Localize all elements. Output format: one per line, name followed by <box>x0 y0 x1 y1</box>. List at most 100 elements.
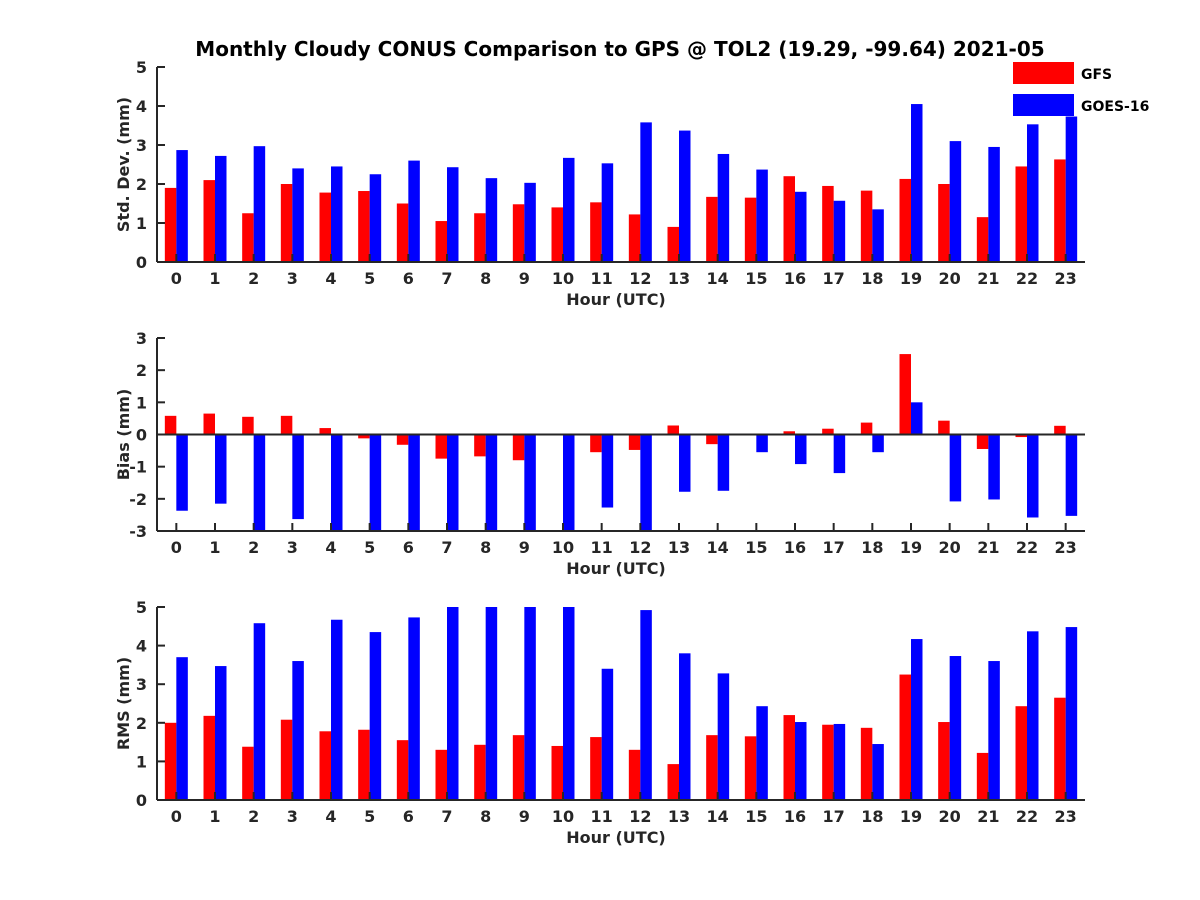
bias-bar-gfs-hour-19 <box>899 354 911 435</box>
bias-x-tick-label: 11 <box>591 538 613 557</box>
bias-bar-gfs-hour-5 <box>358 434 370 439</box>
bias-x-tick-label: 10 <box>552 538 574 557</box>
std-dev-bar-goes16-hour-16 <box>795 191 807 262</box>
rms-bar-gfs-hour-23 <box>1054 697 1066 800</box>
std-dev-x-tick-label: 4 <box>325 269 336 288</box>
bias-x-tick-label: 2 <box>248 538 259 557</box>
std-dev-x-tick-label: 15 <box>745 269 767 288</box>
std-dev-x-tick-label: 21 <box>977 269 999 288</box>
rms-bar-gfs-hour-11 <box>590 737 602 800</box>
bias-x-tick-label: 7 <box>441 538 452 557</box>
bias-x-tick-label: 22 <box>1016 538 1038 557</box>
rms-bar-goes16-hour-12 <box>640 610 652 800</box>
rms-bar-gfs-hour-5 <box>358 729 370 800</box>
bias-y-tick-label: -3 <box>129 522 147 541</box>
rms-bar-goes16-hour-22 <box>1027 631 1039 800</box>
rms-bar-gfs-hour-16 <box>783 715 795 800</box>
std-dev-x-tick-label: 11 <box>591 269 613 288</box>
bias-x-tick-label: 6 <box>403 538 414 557</box>
bias-x-tick-label: 9 <box>519 538 530 557</box>
bias-bar-goes16-hour-18 <box>872 434 884 453</box>
std-dev-bar-goes16-hour-21 <box>988 146 1000 262</box>
bias-y-tick-label: 1 <box>136 393 147 412</box>
rms-bar-gfs-hour-21 <box>976 752 989 800</box>
std-dev-bar-gfs-hour-21 <box>976 217 989 262</box>
rms-y-tick-label: 3 <box>136 675 147 694</box>
legend: GFS GOES-16 <box>1013 62 1149 116</box>
bias-bar-gfs-hour-3 <box>280 415 293 435</box>
std-dev-bar-gfs-hour-19 <box>899 178 911 262</box>
bias-bar-gfs-hour-23 <box>1054 425 1066 435</box>
rms-bar-gfs-hour-14 <box>706 735 718 800</box>
std-dev-bar-goes16-hour-15 <box>756 169 768 262</box>
std-dev-bar-gfs-hour-18 <box>860 190 873 262</box>
std-dev-bar-gfs-hour-15 <box>744 197 757 262</box>
std-dev-bar-goes16-hour-4 <box>331 166 343 262</box>
std-dev-y-tick-label: 2 <box>136 175 147 194</box>
bias-y-tick-label: -1 <box>129 458 147 477</box>
bias-y-tick-label: 0 <box>136 426 147 445</box>
std-dev-y-tick-label: 4 <box>136 97 147 116</box>
std-dev-bar-goes16-hour-13 <box>679 130 691 262</box>
std-dev-y-axis-label: Std. Dev. (mm) <box>114 97 133 232</box>
bias-x-tick-label: 3 <box>287 538 298 557</box>
std-dev-x-tick-label: 22 <box>1016 269 1038 288</box>
bias-bar-gfs-hour-9 <box>512 434 525 461</box>
bias-bar-gfs-hour-2 <box>242 416 254 435</box>
bias-bar-goes16-hour-21 <box>988 434 1000 500</box>
bias-bar-gfs-hour-14 <box>706 434 718 445</box>
bias-x-tick-label: 18 <box>861 538 883 557</box>
std-dev-x-tick-label: 2 <box>248 269 259 288</box>
std-dev-bar-goes16-hour-17 <box>833 200 846 262</box>
rms-x-tick-label: 2 <box>248 807 259 826</box>
std-dev-x-tick-label: 14 <box>707 269 729 288</box>
bias-bar-gfs-hour-1 <box>203 413 215 435</box>
rms-bar-goes16-hour-8 <box>485 607 498 800</box>
bias-bar-goes16-hour-2 <box>253 434 266 531</box>
rms-bar-goes16-hour-1 <box>215 666 227 800</box>
std-dev-bar-goes16-hour-1 <box>215 155 227 262</box>
bias-bar-gfs-hour-7 <box>435 434 447 459</box>
rms-bar-goes16-hour-2 <box>253 623 266 800</box>
std-dev-x-tick-label: 6 <box>403 269 414 288</box>
bias-bar-goes16-hour-0 <box>176 434 188 511</box>
rms-x-tick-label: 11 <box>591 807 613 826</box>
bias-x-tick-label: 21 <box>977 538 999 557</box>
rms-x-tick-label: 7 <box>441 807 452 826</box>
bias-bar-gfs-hour-11 <box>590 434 602 453</box>
std-dev-x-tick-label: 17 <box>823 269 845 288</box>
rms-bar-goes16-hour-5 <box>369 632 382 800</box>
rms-bar-goes16-hour-7 <box>447 607 459 800</box>
bias-bar-gfs-hour-4 <box>319 428 331 435</box>
std-dev-x-tick-label: 13 <box>668 269 690 288</box>
bias-x-tick-label: 23 <box>1055 538 1077 557</box>
rms-bar-gfs-hour-20 <box>938 722 950 800</box>
rms-x-tick-label: 3 <box>287 807 298 826</box>
std-dev-y-tick-label: 0 <box>136 253 147 272</box>
legend-label-goes16: GOES-16 <box>1081 99 1149 115</box>
std-dev-bar-gfs-hour-10 <box>551 207 563 262</box>
std-dev-bar-gfs-hour-4 <box>319 192 331 262</box>
bias-bar-gfs-hour-18 <box>860 422 873 435</box>
bias-bar-gfs-hour-6 <box>396 434 409 445</box>
bias-x-tick-label: 1 <box>209 538 220 557</box>
rms-bar-goes16-hour-15 <box>756 706 768 800</box>
rms-bar-goes16-hour-11 <box>601 668 614 800</box>
std-dev-bar-goes16-hour-8 <box>485 178 498 262</box>
rms-x-tick-label: 20 <box>939 807 961 826</box>
rms-bar-gfs-hour-19 <box>899 674 911 800</box>
bias-bar-goes16-hour-13 <box>679 434 691 492</box>
rms-x-tick-label: 21 <box>977 807 999 826</box>
std-dev-bar-goes16-hour-5 <box>369 174 382 262</box>
legend-swatch-goes16 <box>1013 94 1074 116</box>
rms-bar-goes16-hour-19 <box>911 639 923 800</box>
rms-bar-goes16-hour-16 <box>795 722 807 800</box>
std-dev-x-tick-label: 9 <box>519 269 530 288</box>
rms-x-tick-label: 8 <box>480 807 491 826</box>
rms-bar-goes16-hour-18 <box>872 744 884 800</box>
bias-bar-gfs-hour-13 <box>667 425 679 435</box>
rms-bar-goes16-hour-9 <box>524 607 536 800</box>
bias-x-tick-label: 13 <box>668 538 690 557</box>
bias-x-tick-label: 8 <box>480 538 491 557</box>
rms-bar-goes16-hour-3 <box>292 661 304 800</box>
